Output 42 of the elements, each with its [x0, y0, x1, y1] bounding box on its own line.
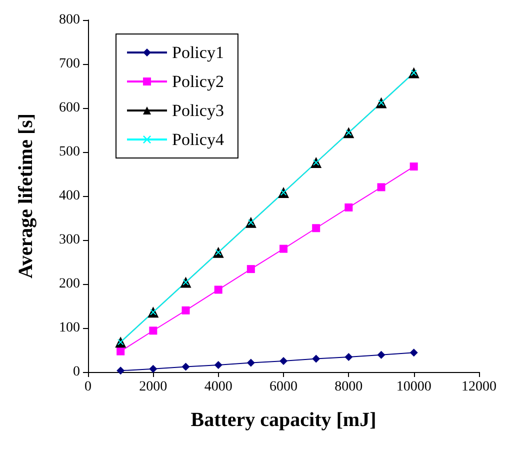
point	[410, 348, 418, 357]
legend-label: Policy1	[172, 43, 224, 62]
x-tick-label: 10000	[396, 380, 432, 394]
legend-label: Policy3	[172, 101, 224, 120]
point	[280, 357, 288, 365]
x-tick-label: 0	[84, 380, 92, 394]
point	[149, 364, 158, 373]
point	[312, 224, 320, 232]
point	[214, 360, 222, 369]
x-tick-label: 2000	[139, 380, 168, 394]
x-tick-label: 12000	[462, 380, 496, 394]
point	[182, 306, 190, 314]
point	[377, 183, 386, 192]
x-tick-label: 4000	[204, 380, 232, 394]
point	[214, 286, 222, 294]
point	[280, 244, 288, 253]
y-tick-label: 100	[59, 320, 80, 336]
x-axis-title: Battery capacity [mJ]	[190, 409, 376, 431]
point	[344, 203, 353, 212]
point	[344, 353, 353, 362]
y-tick-label: 700	[59, 56, 80, 72]
y-tick-label: 600	[59, 100, 80, 116]
point	[312, 354, 320, 363]
point	[410, 162, 418, 171]
y-tick-label: 200	[59, 276, 80, 292]
point	[116, 347, 125, 356]
y-tick-label: 400	[59, 188, 80, 204]
legend-label: Policy2	[172, 72, 224, 91]
point	[149, 326, 158, 335]
point	[246, 358, 255, 367]
y-tick-label: 800	[59, 12, 80, 28]
point	[182, 362, 190, 371]
y-tick-label: 0	[73, 364, 80, 380]
y-tick-label: 500	[59, 144, 80, 160]
y-axis-title: Average lifetime [s]	[15, 113, 37, 279]
point	[377, 350, 386, 359]
x-tick-label: 6000	[270, 380, 298, 394]
point	[116, 366, 125, 375]
point	[246, 265, 255, 274]
legend-label: Policy4	[172, 130, 224, 149]
y-tick-label: 300	[59, 232, 80, 248]
x-tick-label: 8000	[334, 380, 363, 394]
